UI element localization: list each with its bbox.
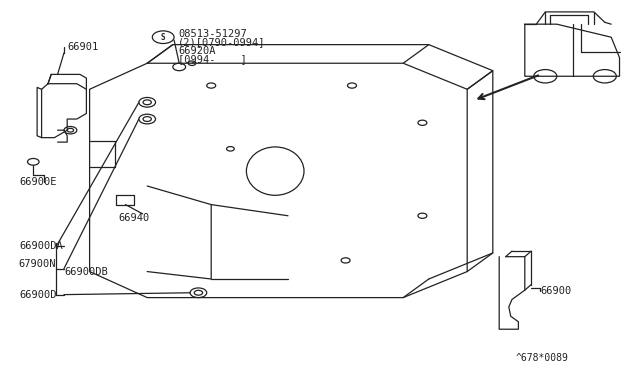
Text: ^678*0089: ^678*0089 (515, 353, 568, 363)
Text: 66940: 66940 (118, 213, 150, 222)
Text: 66900: 66900 (541, 286, 572, 296)
Text: 08513-51297: 08513-51297 (178, 29, 246, 39)
Text: 66900D: 66900D (19, 290, 57, 299)
Text: 66900E: 66900E (19, 177, 57, 187)
Text: 66901: 66901 (67, 42, 99, 51)
Text: 67900N: 67900N (18, 259, 56, 269)
Text: 66920A: 66920A (178, 46, 216, 55)
Text: 66900DB: 66900DB (64, 267, 108, 276)
Text: S: S (161, 33, 166, 42)
Text: 66900DA: 66900DA (19, 241, 63, 251)
Text: (2)[0790-0994]: (2)[0790-0994] (178, 38, 266, 47)
Text: [0994-    ]: [0994- ] (178, 54, 246, 64)
